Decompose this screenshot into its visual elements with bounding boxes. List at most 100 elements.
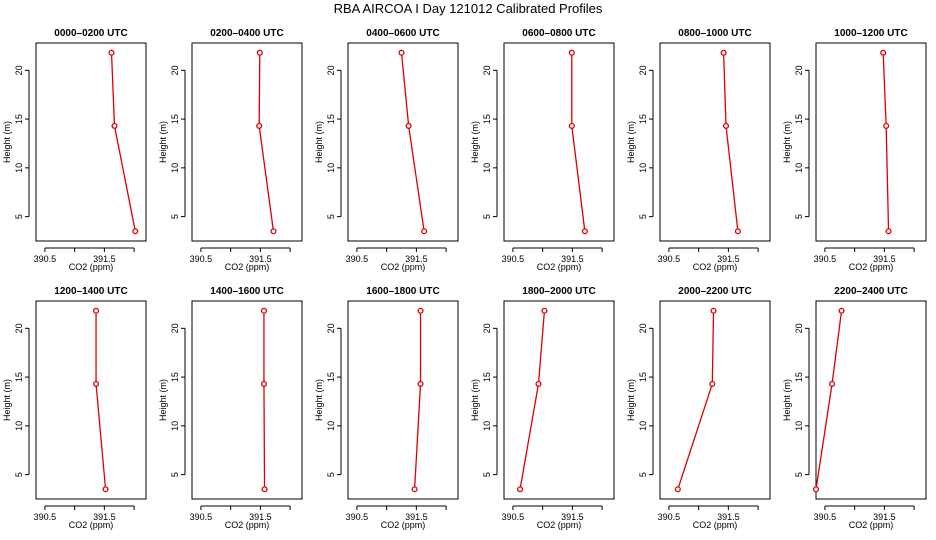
plot-frame xyxy=(347,42,459,242)
x-axis-label: CO2 (ppm) xyxy=(693,520,738,530)
y-tick-label: 5 xyxy=(638,472,648,477)
x-tick-label: 390.5 xyxy=(658,512,681,522)
y-axis-label: Height (m) xyxy=(626,379,636,421)
plot-frame xyxy=(35,300,147,500)
x-tick-label: 390.5 xyxy=(814,254,837,264)
y-tick-label: 5 xyxy=(14,472,24,477)
panel-title: 1800–2000 UTC xyxy=(522,286,595,297)
x-axis-label: CO2 (ppm) xyxy=(537,262,582,272)
profile-point xyxy=(421,228,428,235)
y-axis-label: Height (m) xyxy=(470,379,480,421)
x-tick-label: 391.5 xyxy=(93,512,116,522)
profile-point xyxy=(709,380,716,387)
y-tick-label: 15 xyxy=(482,114,492,124)
y-tick-label: 15 xyxy=(794,372,804,382)
plot-frame xyxy=(347,300,459,500)
y-axis-label: Height (m) xyxy=(2,121,12,163)
y-tick-label: 10 xyxy=(482,421,492,431)
x-axis-label: CO2 (ppm) xyxy=(849,262,894,272)
x-tick-label: 390.5 xyxy=(346,254,369,264)
y-tick-label: 10 xyxy=(638,421,648,431)
y-axis-label: Height (m) xyxy=(782,121,792,163)
profile-point xyxy=(398,49,405,56)
y-tick-label: 15 xyxy=(638,114,648,124)
panel-title: 0000–0200 UTC xyxy=(54,28,127,39)
profile-point xyxy=(722,122,730,129)
y-tick-label: 5 xyxy=(326,472,336,477)
profile-point xyxy=(541,307,548,314)
y-axis-label: Height (m) xyxy=(470,121,480,163)
profile-point xyxy=(568,49,575,56)
profile-point xyxy=(111,122,118,129)
panel-title: 1400–1600 UTC xyxy=(210,286,283,297)
x-tick-label: 391.5 xyxy=(561,254,584,264)
y-tick-label: 10 xyxy=(326,163,336,173)
profile-line xyxy=(722,52,739,232)
profile-point xyxy=(568,122,575,129)
y-tick-label: 5 xyxy=(638,214,648,219)
profile-point xyxy=(261,486,268,493)
x-tick-label: 391.5 xyxy=(561,512,584,522)
profile-point xyxy=(535,380,542,387)
profile-line xyxy=(882,52,890,232)
plot-frame xyxy=(35,42,147,242)
profile-line xyxy=(110,52,136,232)
profile-point xyxy=(411,486,418,493)
profile-point xyxy=(720,49,727,56)
y-tick-label: 15 xyxy=(482,372,492,382)
y-axis-label: Height (m) xyxy=(158,121,168,163)
x-axis-label: CO2 (ppm) xyxy=(381,520,426,530)
profile-point xyxy=(829,380,836,387)
y-tick-label: 20 xyxy=(14,323,24,333)
x-tick-label: 390.5 xyxy=(502,512,525,522)
profile-line xyxy=(413,310,422,490)
panel-title: 1600–1800 UTC xyxy=(366,286,439,297)
x-tick-label: 390.5 xyxy=(658,254,681,264)
panel-title: 1200–1400 UTC xyxy=(54,286,127,297)
x-tick-label: 390.5 xyxy=(814,512,837,522)
y-tick-label: 20 xyxy=(326,323,336,333)
x-axis-label: CO2 (ppm) xyxy=(69,520,114,530)
profile-line xyxy=(677,310,715,490)
y-tick-label: 10 xyxy=(170,163,180,173)
y-tick-label: 15 xyxy=(326,114,336,124)
y-tick-label: 10 xyxy=(638,163,648,173)
profile-point xyxy=(108,49,115,56)
y-tick-label: 20 xyxy=(482,323,492,333)
x-tick-label: 390.5 xyxy=(190,254,213,264)
plot-frame xyxy=(659,300,771,500)
panel-title: 0200–0400 UTC xyxy=(210,28,283,39)
y-tick-label: 5 xyxy=(170,472,180,477)
y-tick-label: 15 xyxy=(170,114,180,124)
profile-point xyxy=(102,486,109,493)
profile-point xyxy=(260,307,267,314)
profile-point xyxy=(270,228,277,235)
profile-point xyxy=(417,307,424,314)
y-axis-label: Height (m) xyxy=(782,379,792,421)
x-axis-label: CO2 (ppm) xyxy=(693,262,738,272)
x-tick-label: 391.5 xyxy=(249,512,272,522)
panel-title: 1000–1200 UTC xyxy=(834,28,907,39)
y-tick-label: 5 xyxy=(794,214,804,219)
x-axis-label: CO2 (ppm) xyxy=(381,262,426,272)
x-tick-label: 390.5 xyxy=(502,254,525,264)
plot-frame xyxy=(659,42,771,242)
panel-title: 2200–2400 UTC xyxy=(834,286,907,297)
x-tick-label: 390.5 xyxy=(34,512,57,522)
profile-point xyxy=(93,380,100,387)
y-tick-label: 10 xyxy=(794,421,804,431)
y-tick-label: 10 xyxy=(170,421,180,431)
x-axis-label: CO2 (ppm) xyxy=(69,262,114,272)
y-tick-label: 10 xyxy=(482,163,492,173)
x-tick-label: 390.5 xyxy=(190,512,213,522)
profile-point xyxy=(93,307,100,314)
profile-line xyxy=(400,52,425,232)
y-axis-label: Height (m) xyxy=(314,121,324,163)
y-tick-label: 5 xyxy=(794,472,804,477)
